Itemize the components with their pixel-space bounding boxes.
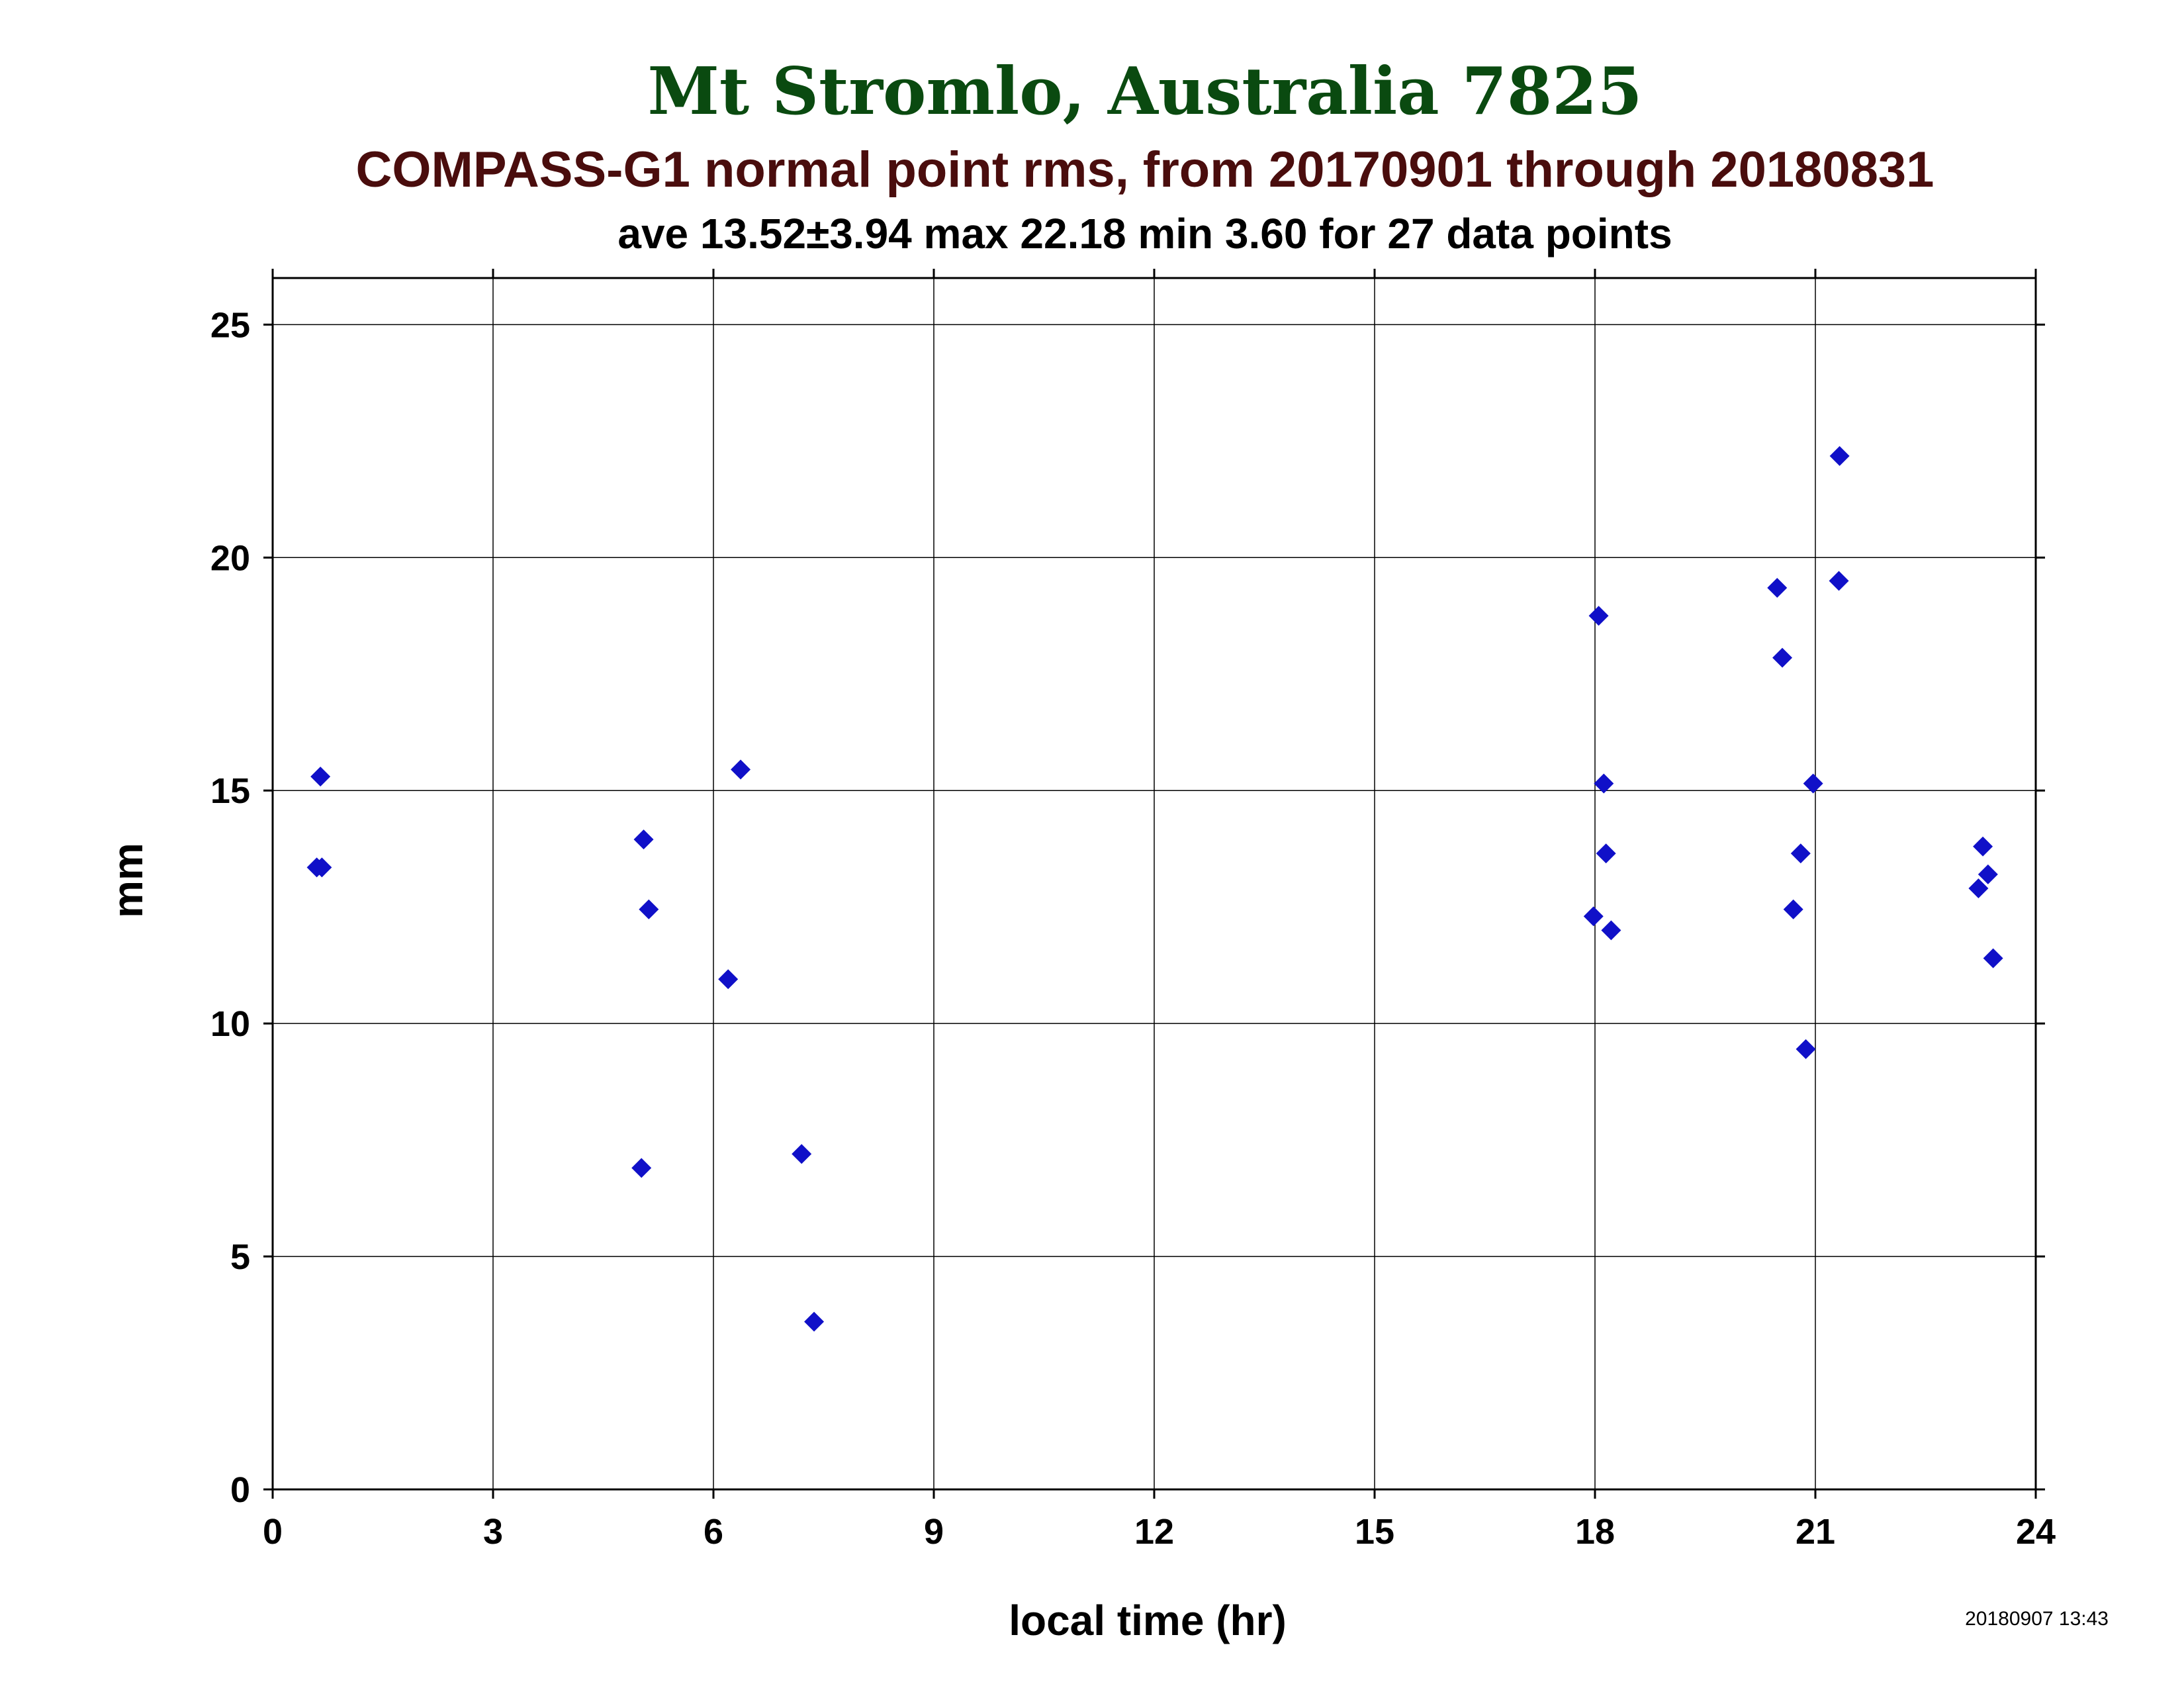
y-tick-label: 20: [210, 538, 250, 578]
data-point: [310, 767, 331, 787]
data-point: [1783, 899, 1803, 919]
y-tick-label: 15: [210, 771, 250, 811]
data-point: [631, 1158, 652, 1178]
y-tick-label: 25: [210, 305, 250, 345]
data-point: [1983, 948, 2003, 968]
data-point: [792, 1144, 812, 1164]
x-tick-label: 21: [1796, 1512, 1835, 1552]
timestamp: 20180907 13:43: [1965, 1608, 2109, 1630]
data-point: [1601, 920, 1621, 941]
data-point: [1594, 773, 1614, 794]
y-tick-label: 10: [210, 1004, 250, 1044]
data-point: [1973, 836, 1993, 857]
plot-area: 0 3 6 9 12 15 18 21 24 0 5 10 15 20 25: [210, 269, 2056, 1552]
chart-title: Mt Stromlo, Australia 7825: [647, 54, 1642, 130]
data-point: [1829, 571, 1849, 591]
data-point: [804, 1311, 825, 1332]
y-tick-label: 5: [230, 1237, 250, 1277]
y-tick-label: 0: [230, 1470, 250, 1510]
data-point: [1767, 578, 1788, 598]
x-tick-label: 9: [924, 1512, 944, 1552]
data-point: [1978, 864, 1998, 884]
data-point: [1829, 445, 1850, 466]
x-tick-label: 12: [1134, 1512, 1174, 1552]
chart-subtitle: COMPASS-G1 normal point rms, from 201709…: [356, 142, 1934, 198]
x-tick-label: 6: [704, 1512, 723, 1552]
data-point: [1596, 843, 1616, 864]
x-tick-label: 24: [2016, 1512, 2056, 1552]
data-point: [1796, 1039, 1816, 1059]
data-point: [718, 969, 739, 990]
data-point: [1588, 606, 1609, 626]
x-tick-label: 3: [483, 1512, 503, 1552]
y-axis-label: mm: [104, 843, 152, 918]
x-axis-label: local time (hr): [1009, 1597, 1287, 1644]
data-point: [633, 829, 654, 850]
data-point: [1790, 843, 1811, 864]
x-tick-label: 18: [1575, 1512, 1615, 1552]
data-point: [1772, 647, 1793, 668]
data-point: [1803, 773, 1823, 794]
data-point: [731, 759, 751, 780]
chart-stats-line: ave 13.52±3.94 max 22.18 min 3.60 for 27…: [617, 210, 1672, 258]
x-tick-label: 15: [1355, 1512, 1394, 1552]
data-point: [1583, 906, 1604, 927]
x-tick-label: 0: [263, 1512, 283, 1552]
data-point: [639, 899, 659, 919]
data-point: [312, 857, 332, 878]
data-point: [1968, 878, 1989, 899]
